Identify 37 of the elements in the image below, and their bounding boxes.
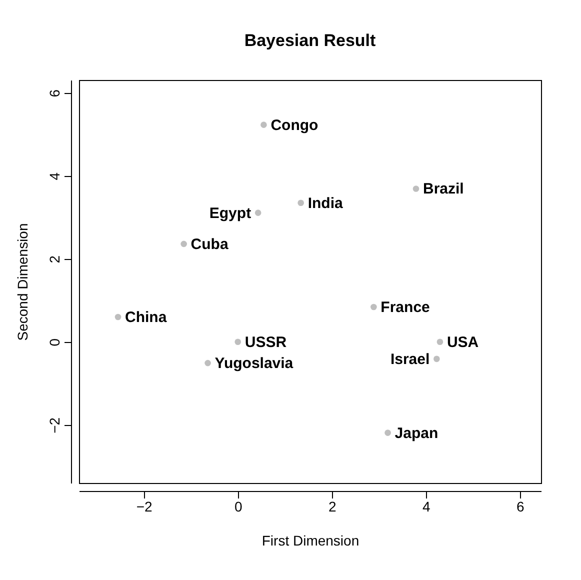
point — [180, 240, 187, 248]
annotation: India — [308, 194, 344, 212]
x-tick-label: −2 — [136, 498, 153, 514]
annotation: Japan — [394, 424, 438, 442]
point — [384, 430, 391, 436]
annotation: Cuba — [190, 236, 229, 253]
point — [436, 338, 444, 346]
y-tick-label: 6 — [46, 89, 62, 98]
point — [370, 304, 377, 310]
x-axis-title: First Dimension — [262, 532, 360, 548]
point — [298, 200, 304, 206]
point — [260, 122, 267, 128]
annotation: Brazil — [422, 180, 464, 198]
x-tick-label: 0 — [234, 498, 242, 514]
x-tick-label: 6 — [516, 498, 524, 514]
annotation: Yugoslavia — [214, 355, 294, 372]
annotation: China — [125, 308, 168, 326]
point — [254, 210, 262, 216]
y-axis-title: Second Dimension — [14, 223, 30, 341]
x-tick-label: 4 — [422, 498, 430, 514]
point — [114, 314, 122, 320]
point — [434, 356, 440, 362]
y-tick-label: 2 — [46, 255, 62, 264]
annotation: Congo — [270, 116, 318, 134]
point — [412, 186, 420, 192]
annotation: USA — [446, 334, 479, 351]
annotation: France — [380, 299, 430, 316]
y-tick-label: 0 — [46, 338, 62, 346]
point — [234, 338, 242, 346]
y-tick-label: −2 — [46, 417, 62, 434]
point — [204, 360, 211, 366]
annotation: Egypt — [209, 204, 252, 222]
y-tick-label: 4 — [46, 172, 62, 180]
annotation: Israel — [390, 350, 430, 368]
chart-title: Bayesian Result — [244, 31, 376, 50]
annotation: USSR — [244, 334, 287, 351]
x-tick-label: 2 — [328, 498, 336, 514]
